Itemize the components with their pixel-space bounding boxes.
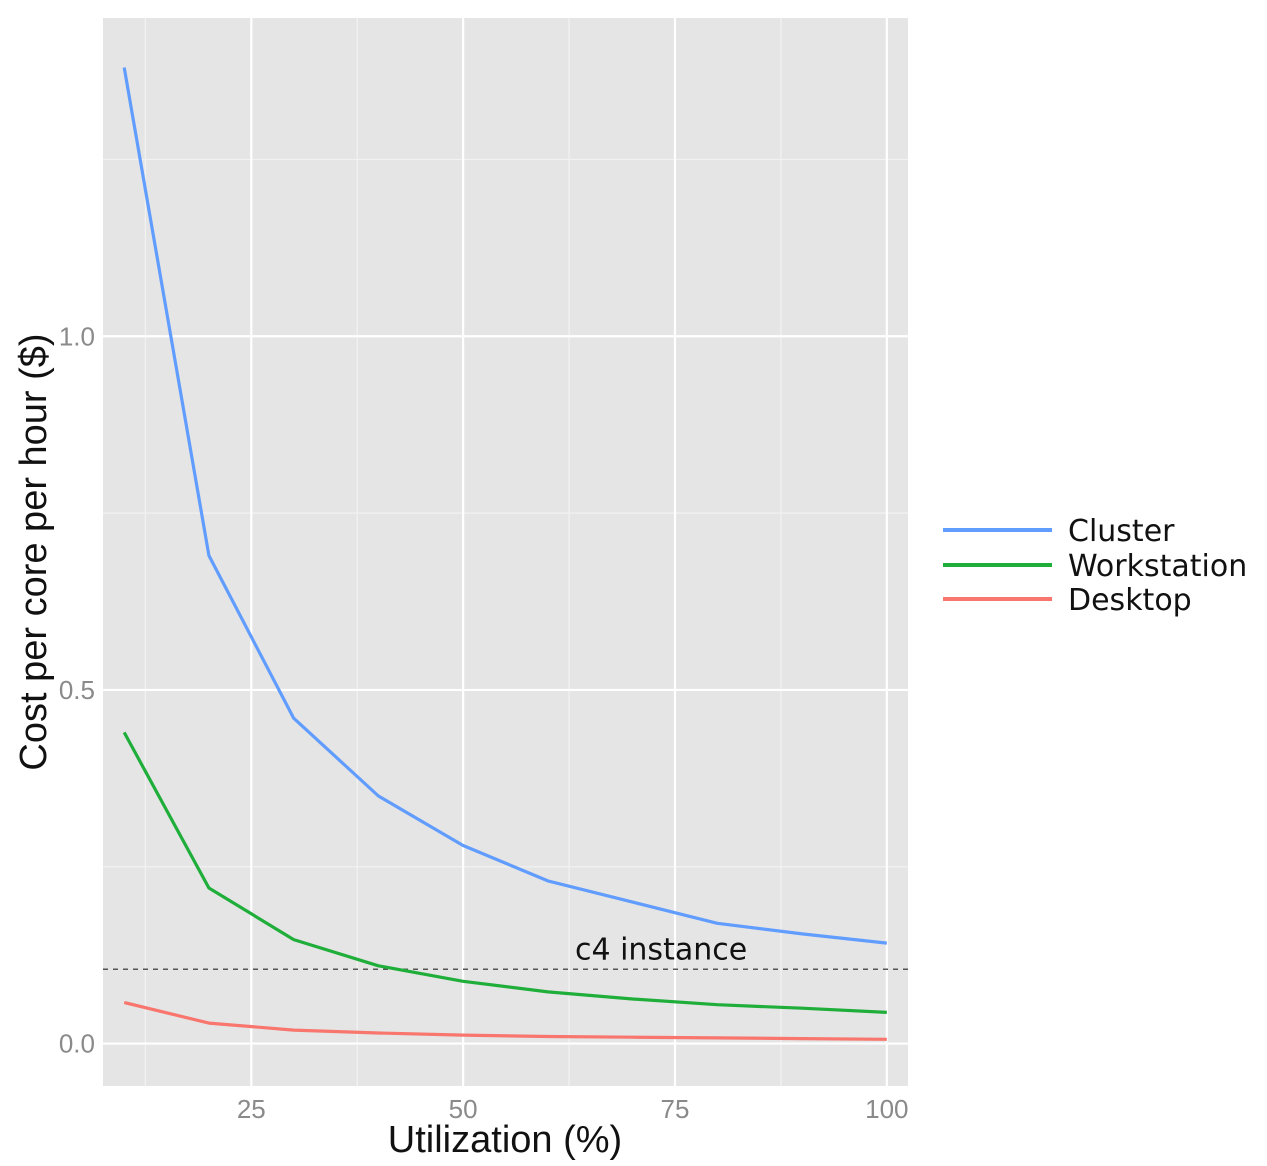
legend-label-desktop: Desktop	[1068, 583, 1192, 618]
series-line-workstation	[122, 731, 887, 1014]
series-line-desktop	[123, 1000, 887, 1041]
x-axis-title: Utilization (%)	[388, 1119, 622, 1161]
series-line-cluster	[122, 67, 887, 945]
x-axis-ticks: 25 50 75 100	[237, 1094, 909, 1124]
minor-gridlines	[103, 18, 908, 1086]
y-axis-title: Cost per core per hour ($)	[13, 333, 55, 770]
y-axis-ticks: 0.0 0.5 1.0	[59, 321, 95, 1058]
x-tick-label: 100	[865, 1094, 908, 1124]
c4-instance-annotation: c4 instance	[575, 932, 747, 967]
plot-panel	[103, 18, 908, 1086]
y-tick-label: 1.0	[59, 321, 95, 351]
legend-label-cluster: Cluster	[1068, 514, 1175, 549]
series-lines	[122, 67, 887, 1041]
y-tick-label: 0.0	[59, 1029, 95, 1059]
x-tick-label: 50	[449, 1094, 478, 1124]
x-tick-label: 25	[237, 1094, 266, 1124]
legend-label-workstation: Workstation	[1068, 549, 1247, 584]
y-tick-label: 0.5	[59, 675, 95, 705]
major-gridlines	[103, 18, 908, 1086]
x-tick-label: 75	[661, 1094, 690, 1124]
